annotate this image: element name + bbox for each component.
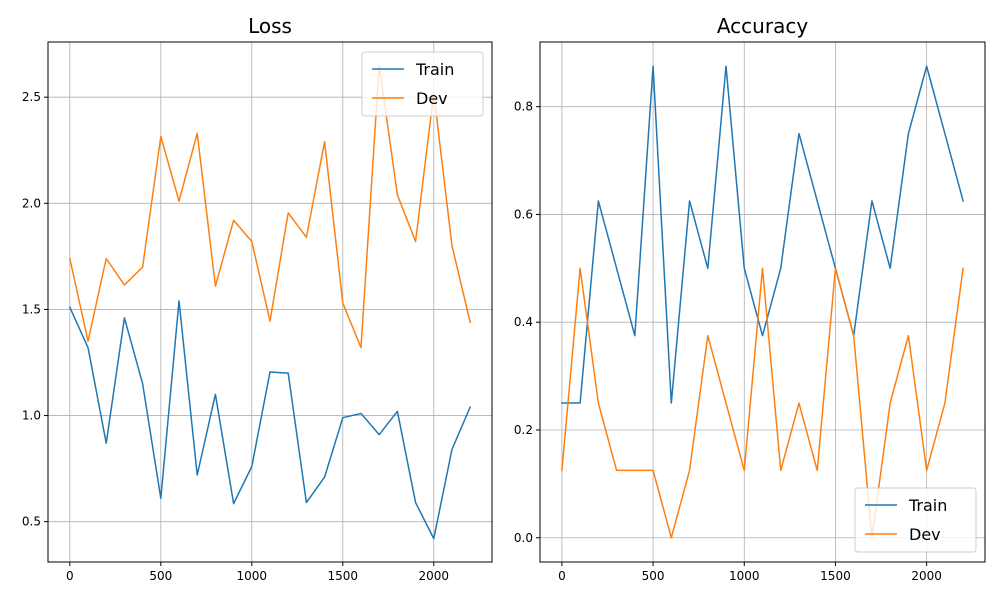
- accuracy-series-train-line: [561, 65, 965, 404]
- loss-legend: Train Dev: [361, 51, 484, 117]
- accuracy-series-dev-line: [561, 267, 964, 539]
- loss-x-tick-label: 0: [66, 569, 74, 583]
- loss-y-tick-label: 2.5: [22, 90, 41, 104]
- loss-series-dev-line: [68, 64, 472, 349]
- loss-x-tick-label: 2000: [418, 569, 449, 583]
- loss-legend-label-dev: Dev: [416, 89, 448, 108]
- loss-y-tick-label: 2.0: [22, 196, 41, 210]
- accuracy-x-tick-label: 1500: [820, 569, 851, 583]
- accuracy-y-tick-label: 0.8: [514, 100, 533, 114]
- accuracy-legend-label-train: Train: [908, 496, 947, 515]
- accuracy-chart-panel: 0 500 1000 1500 2000 0.0 0.2 0.4 0.6 0.8 Accuracy T…: [514, 14, 986, 583]
- loss-chart-title: Loss: [248, 14, 292, 38]
- loss-y-tick-label: 1.0: [22, 409, 41, 423]
- accuracy-legend: Train Dev: [854, 487, 977, 553]
- accuracy-axes-frame: [539, 41, 986, 563]
- loss-series-train-line: [68, 300, 472, 540]
- accuracy-y-tick-label: 0.4: [514, 315, 533, 329]
- loss-axes-frame: [47, 41, 493, 563]
- accuracy-y-tick-label: 0.6: [514, 207, 533, 221]
- loss-x-tick-label: 500: [149, 569, 172, 583]
- loss-x-tick-label: 1500: [328, 569, 359, 583]
- loss-x-tick-label: 1000: [237, 569, 268, 583]
- accuracy-legend-box: [854, 487, 977, 553]
- loss-y-tick-label: 1.5: [22, 302, 41, 316]
- loss-chart-panel: 0 500 1000 1500 2000 0.5 1.0 1.5 2.0 2.5 Loss Train…: [22, 14, 493, 583]
- accuracy-legend-label-dev: Dev: [909, 525, 941, 544]
- loss-y-tick-label: 0.5: [22, 515, 41, 529]
- accuracy-x-tick-label: 1000: [729, 569, 760, 583]
- accuracy-x-tick-label: 0: [558, 569, 566, 583]
- accuracy-y-tick-label: 0.0: [514, 531, 533, 545]
- loss-legend-box: [361, 51, 484, 117]
- accuracy-y-tick-label: 0.2: [514, 423, 533, 437]
- loss-legend-label-train: Train: [415, 60, 454, 79]
- accuracy-x-tick-label: 2000: [911, 569, 942, 583]
- accuracy-chart-title: Accuracy: [717, 14, 808, 38]
- accuracy-x-tick-label: 500: [642, 569, 665, 583]
